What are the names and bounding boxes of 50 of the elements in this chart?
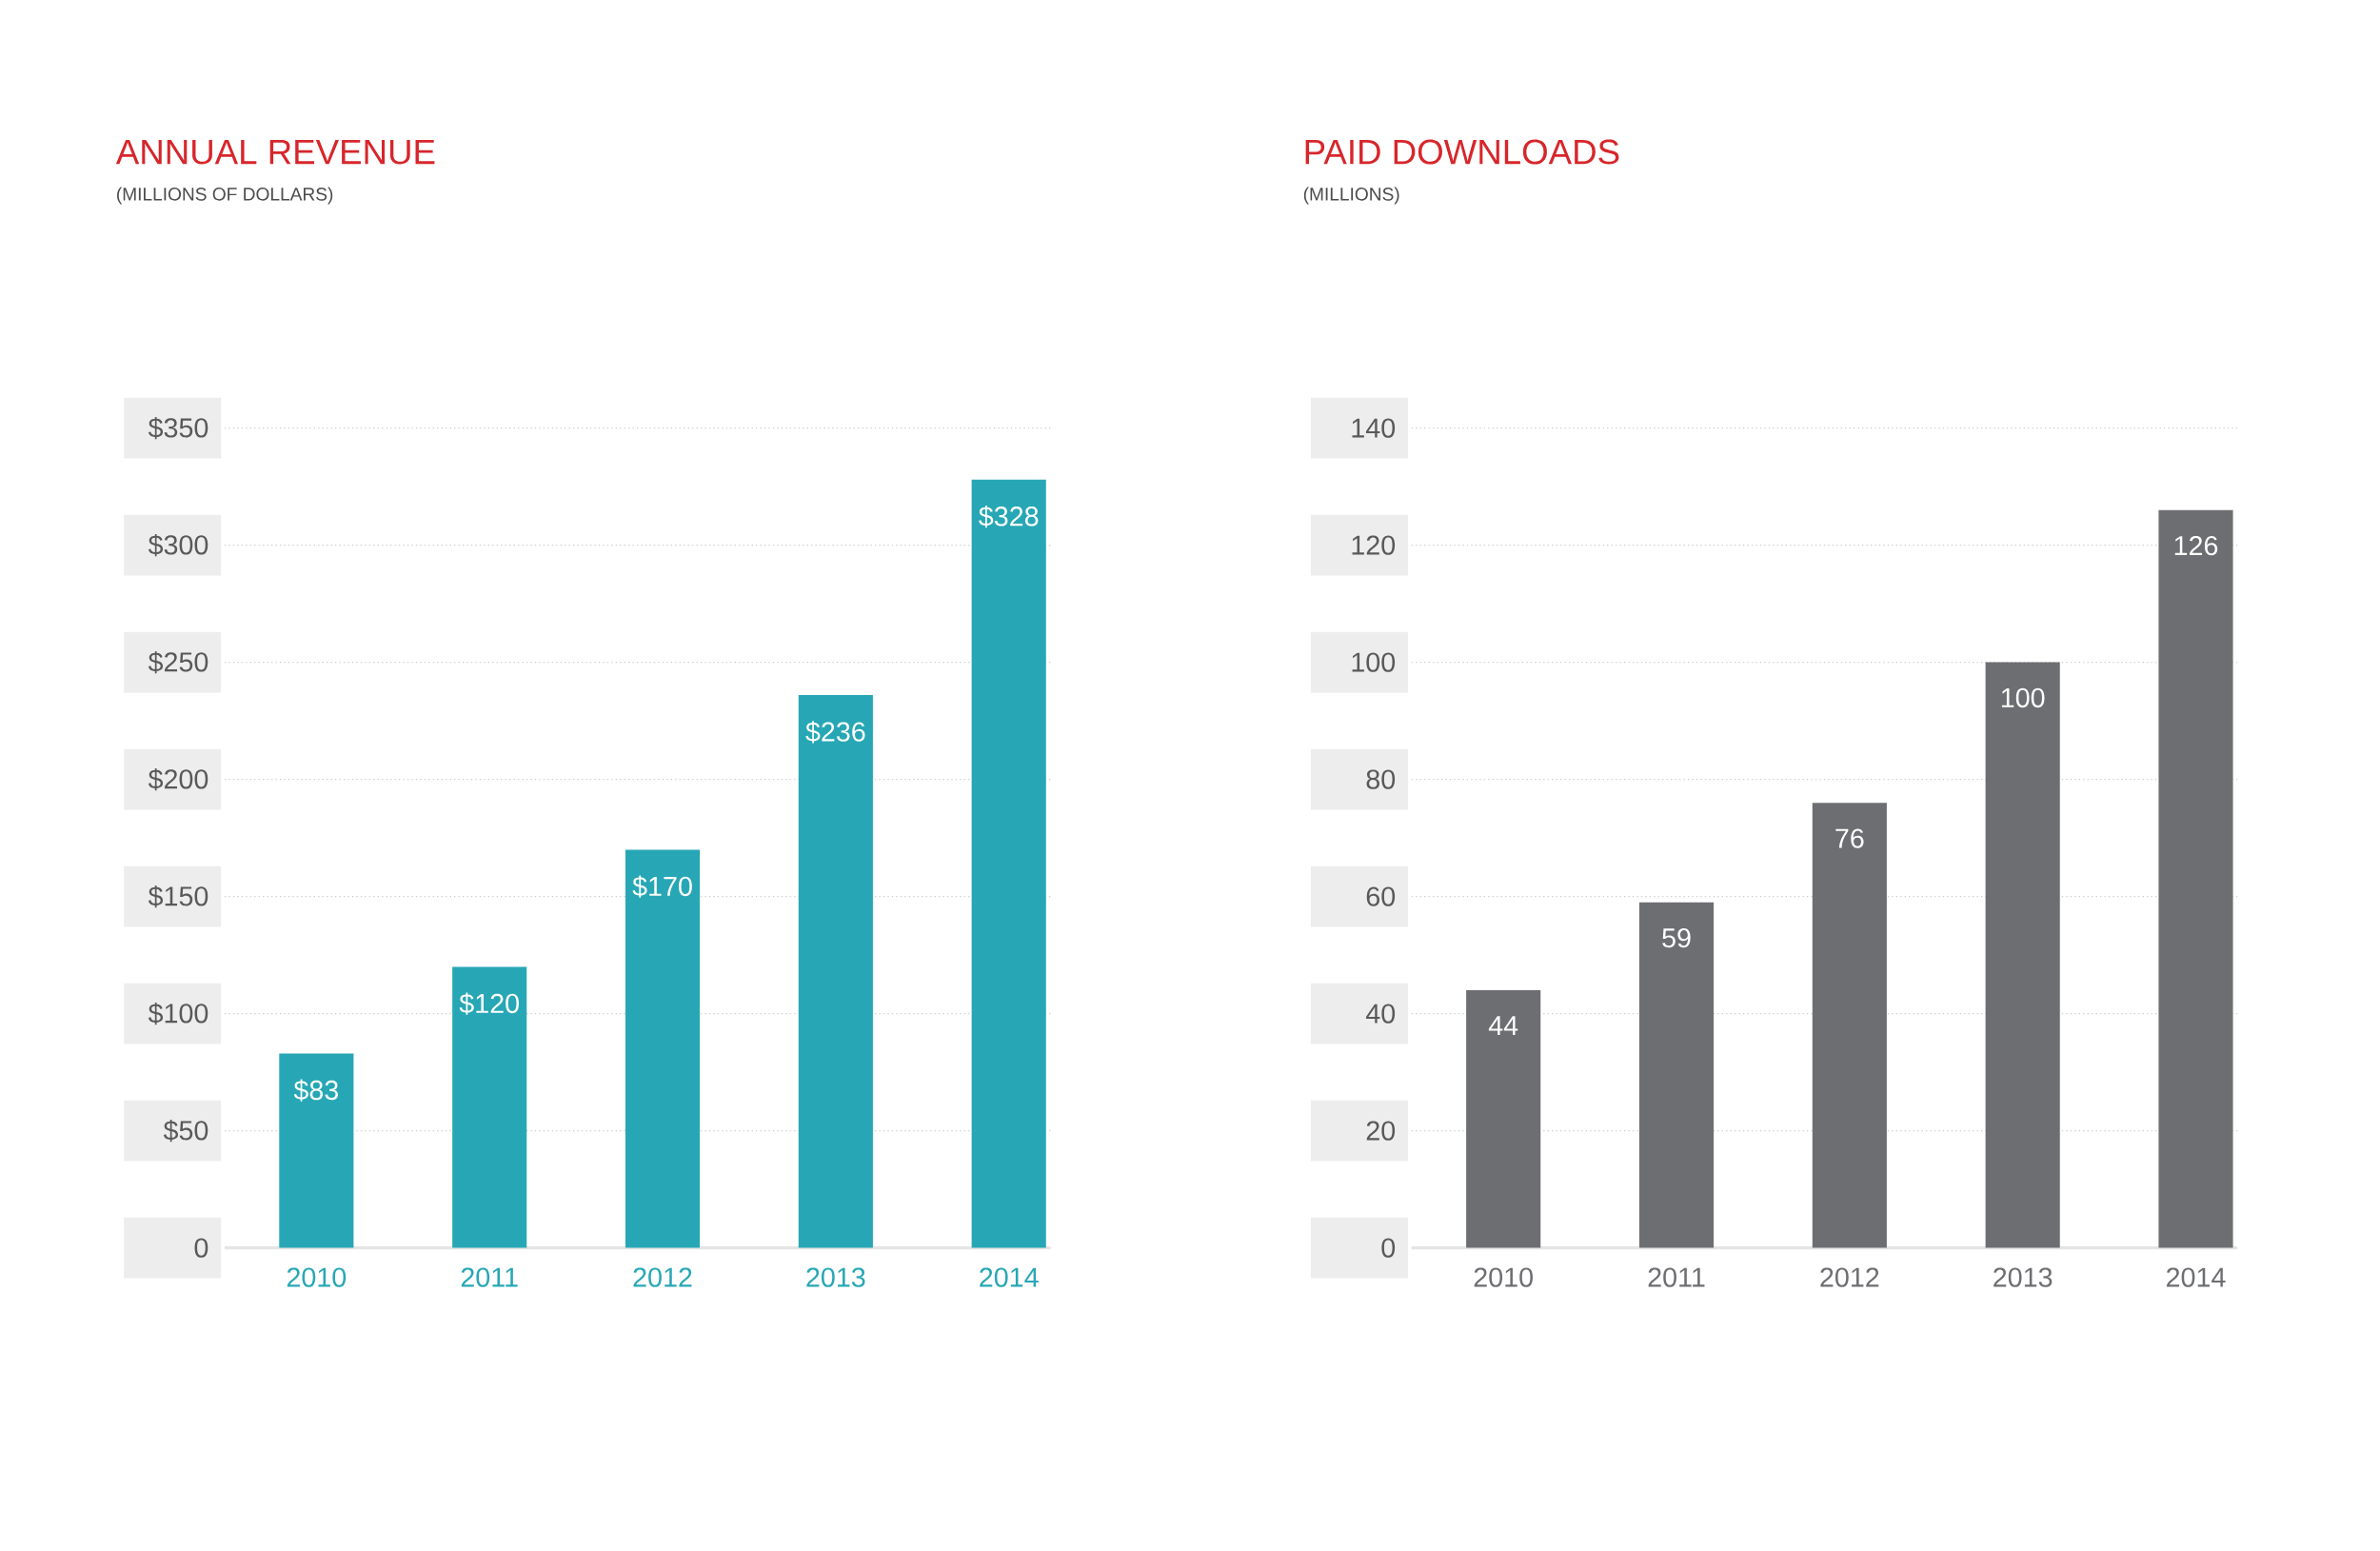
x-tick-label: 2014	[2167, 1267, 2226, 1287]
x-tick-label: 2011	[1648, 1267, 1705, 1287]
y-tick-label: 80	[1366, 769, 1396, 789]
y-tick-label: $200	[148, 767, 208, 790]
bar	[1812, 802, 1887, 1248]
data-label: 100	[2001, 687, 2045, 707]
x-tick-label: 2012	[633, 1267, 692, 1287]
data-label: $83	[293, 1079, 339, 1102]
x-tick-label: 2010	[287, 1267, 347, 1287]
y-tick-label: $50	[163, 1119, 208, 1142]
data-label: 44	[1488, 1015, 1518, 1035]
chart-title: ANNUAL REVENUE	[115, 139, 435, 165]
y-tick-label: 40	[1365, 1004, 1396, 1024]
y-tick-label: 20	[1366, 1121, 1396, 1141]
bar	[452, 966, 527, 1248]
x-tick-label: 2011	[461, 1267, 518, 1287]
x-tick-label: 2013	[806, 1267, 865, 1287]
data-label: 59	[1662, 927, 1691, 948]
data-label: $170	[632, 875, 692, 898]
y-tick-label: $350	[148, 416, 208, 440]
data-label: $328	[979, 505, 1039, 527]
y-tick-label: $150	[148, 885, 208, 907]
y-tick-label: $100	[148, 1002, 208, 1024]
bar	[625, 849, 701, 1248]
bar	[1466, 989, 1541, 1248]
data-label: 126	[2174, 535, 2218, 556]
y-tick-label: 140	[1352, 418, 1396, 438]
x-tick-label: 2010	[1474, 1267, 1533, 1287]
x-tick-label: 2014	[980, 1267, 1039, 1287]
bar	[971, 479, 1046, 1248]
y-tick-label: 60	[1366, 886, 1396, 906]
y-tick-label: 0	[1381, 1238, 1396, 1258]
bar	[279, 1053, 354, 1248]
chart-subtitle: (MILLIONS)	[1303, 187, 1399, 205]
bar	[1638, 902, 1715, 1248]
data-label: $236	[805, 721, 865, 744]
bar	[1985, 662, 2060, 1248]
data-label: 76	[1835, 828, 1864, 848]
x-tick-label: 2012	[1820, 1267, 1879, 1287]
y-tick-label: 100	[1352, 652, 1396, 672]
bar	[798, 694, 873, 1248]
y-tick-label: 0	[194, 1238, 208, 1258]
bar	[2158, 509, 2233, 1248]
y-tick-label: $250	[148, 650, 208, 674]
y-tick-label: $300	[148, 533, 208, 557]
x-tick-label: 2013	[1993, 1267, 2053, 1287]
chart-subtitle: (MILLIONS OF DOLLARS)	[117, 187, 333, 205]
data-label: $120	[459, 992, 519, 1015]
chart-title: PAID DOWNLOADS	[1305, 139, 1619, 165]
y-tick-label: 120	[1352, 535, 1396, 555]
